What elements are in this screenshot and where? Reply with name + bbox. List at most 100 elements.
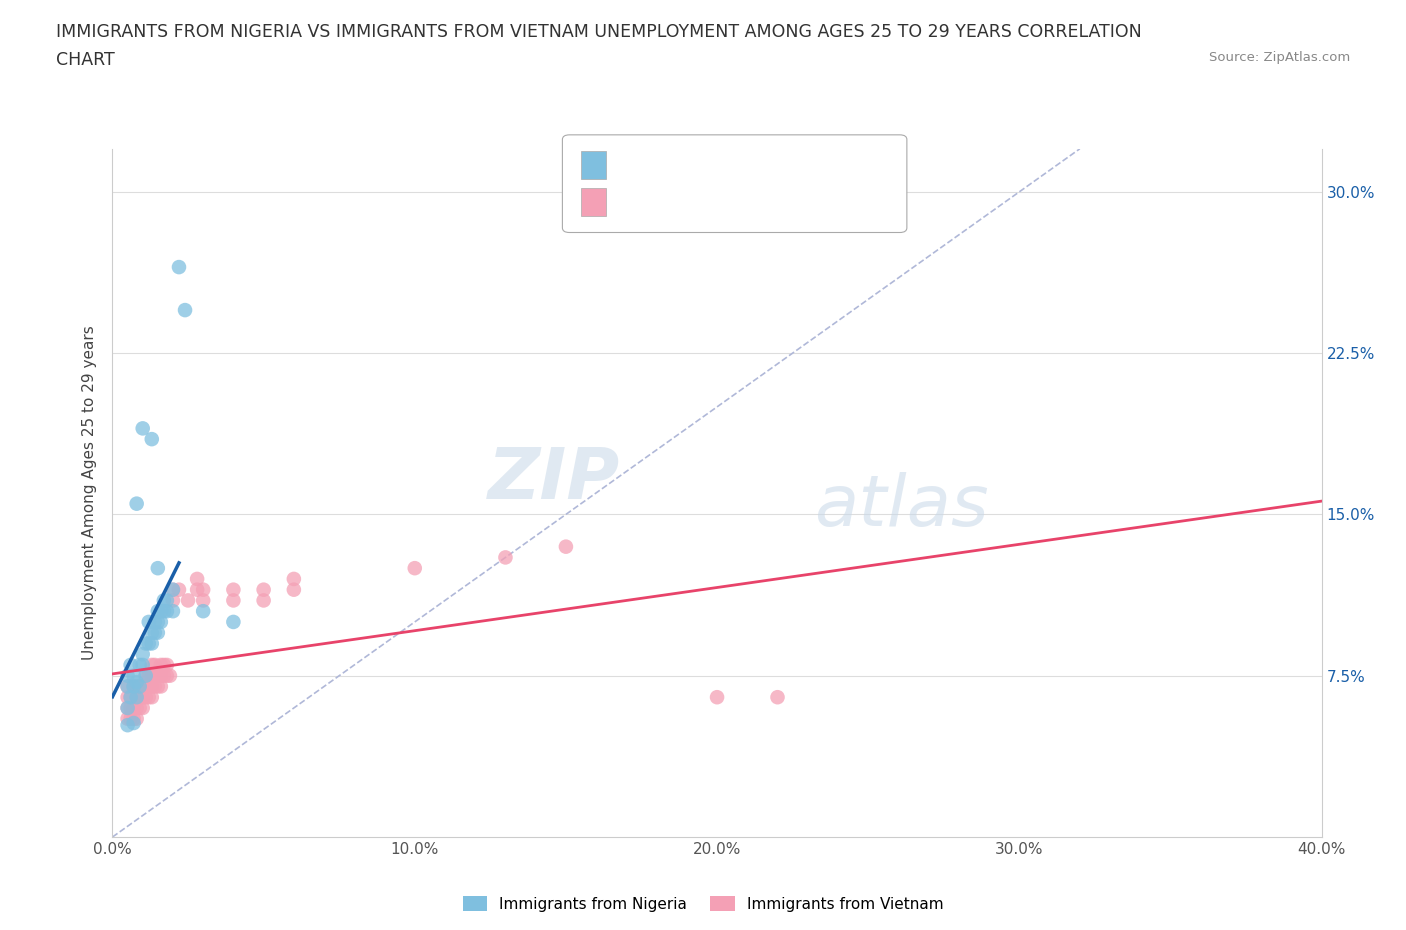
Point: [122, 679, 145, 694]
Point: [146, 669, 169, 684]
Point: [128, 679, 150, 694]
Point: [162, 593, 184, 608]
Point: [153, 604, 176, 618]
Point: [191, 582, 214, 597]
Point: [125, 675, 148, 690]
Point: [117, 700, 139, 715]
Text: Source: ZipAtlas.com: Source: ZipAtlas.com: [1209, 51, 1350, 64]
Point: [495, 550, 517, 565]
Point: [186, 582, 208, 597]
Point: [153, 669, 176, 684]
Point: [766, 690, 789, 705]
Point: [117, 700, 139, 715]
Point: [146, 679, 169, 694]
Point: [120, 700, 142, 715]
Point: [120, 658, 142, 672]
Point: [138, 690, 160, 705]
Point: [153, 658, 176, 672]
Point: [128, 679, 150, 694]
Point: [128, 658, 150, 672]
Point: [253, 593, 276, 608]
Point: [222, 593, 245, 608]
Point: [156, 669, 179, 684]
Point: [122, 711, 145, 726]
Point: [122, 679, 145, 694]
Point: [149, 604, 172, 618]
Point: [117, 690, 139, 705]
Point: [143, 615, 166, 630]
Point: [706, 690, 728, 705]
Point: [156, 593, 179, 608]
Point: [143, 679, 166, 694]
Point: [159, 669, 181, 684]
Point: [135, 669, 157, 684]
Point: [132, 646, 155, 661]
Point: [141, 679, 163, 694]
Point: [222, 582, 245, 597]
Point: [132, 658, 155, 672]
Point: [174, 302, 197, 317]
Text: IMMIGRANTS FROM NIGERIA VS IMMIGRANTS FROM VIETNAM UNEMPLOYMENT AMONG AGES 25 TO: IMMIGRANTS FROM NIGERIA VS IMMIGRANTS FR…: [56, 23, 1142, 41]
Point: [156, 658, 179, 672]
Point: [138, 615, 160, 630]
Point: [141, 669, 163, 684]
Point: [132, 690, 155, 705]
Text: CHART: CHART: [56, 51, 115, 69]
Point: [146, 615, 169, 630]
Point: [117, 718, 139, 733]
Point: [283, 571, 305, 587]
Point: [138, 636, 160, 651]
Point: [167, 582, 190, 597]
Point: [141, 636, 163, 651]
Point: [128, 690, 150, 705]
Point: [132, 700, 155, 715]
Point: [141, 658, 163, 672]
Point: [125, 690, 148, 705]
Point: [222, 615, 245, 630]
Point: [143, 669, 166, 684]
Point: [125, 700, 148, 715]
Text: ZIP: ZIP: [488, 445, 620, 513]
Y-axis label: Unemployment Among Ages 25 to 29 years: Unemployment Among Ages 25 to 29 years: [82, 326, 97, 660]
Point: [149, 615, 172, 630]
Point: [117, 669, 139, 684]
Legend: Immigrants from Nigeria, Immigrants from Vietnam: Immigrants from Nigeria, Immigrants from…: [457, 890, 949, 918]
Point: [117, 679, 139, 694]
Point: [120, 690, 142, 705]
Point: [167, 259, 190, 274]
Point: [141, 625, 163, 640]
Point: [135, 669, 157, 684]
Point: [143, 625, 166, 640]
Point: [135, 679, 157, 694]
Point: [141, 432, 163, 446]
Point: [554, 539, 576, 554]
Point: [143, 658, 166, 672]
Point: [138, 669, 160, 684]
Point: [146, 561, 169, 576]
Point: [128, 700, 150, 715]
Point: [132, 421, 155, 436]
Point: [138, 679, 160, 694]
Point: [135, 636, 157, 651]
Point: [125, 679, 148, 694]
Point: [120, 711, 142, 726]
Point: [149, 658, 172, 672]
Point: [191, 604, 214, 618]
Point: [253, 582, 276, 597]
Point: [162, 582, 184, 597]
Point: [153, 593, 176, 608]
Point: [125, 497, 148, 512]
Point: [156, 604, 179, 618]
Point: [141, 690, 163, 705]
Point: [146, 604, 169, 618]
Point: [162, 582, 184, 597]
Point: [283, 582, 305, 597]
Point: [125, 690, 148, 705]
Point: [117, 679, 139, 694]
Point: [122, 700, 145, 715]
Point: [125, 711, 148, 726]
Text: R = -0.008   N = 60: R = -0.008 N = 60: [617, 193, 793, 211]
Point: [149, 679, 172, 694]
Point: [404, 561, 426, 576]
Point: [191, 593, 214, 608]
